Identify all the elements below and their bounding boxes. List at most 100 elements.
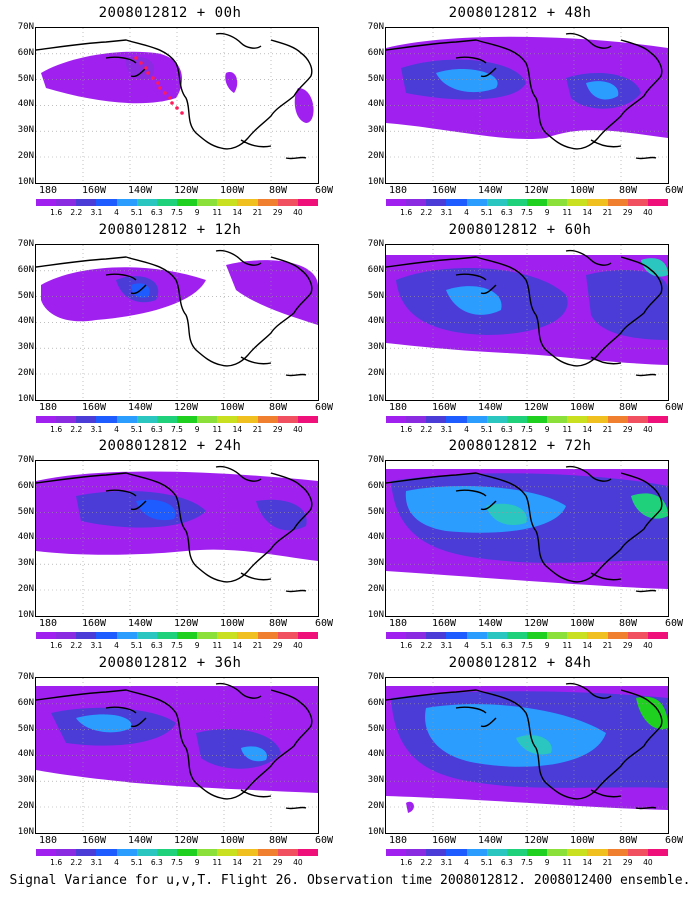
colorbar-label: 29 xyxy=(272,641,283,650)
latitude-label: 40N xyxy=(17,99,34,110)
colorbar-swatch xyxy=(176,199,198,206)
colorbar-label: 11 xyxy=(562,425,573,434)
colorbar-labels: 1.6 2.2 3.1 4 5.1 6.3 7.5 9 11 14 21 29 40 xyxy=(36,858,318,868)
longitude-label: 160W xyxy=(81,185,107,196)
colorbar-swatch xyxy=(237,632,258,639)
colorbar-label: 21 xyxy=(252,208,263,217)
colorbar-label: 11 xyxy=(212,858,223,867)
latitude-label: 30N xyxy=(367,558,384,569)
colorbar-label: 14 xyxy=(232,858,243,867)
latitude-label: 10N xyxy=(367,609,384,620)
coastline xyxy=(386,249,663,377)
colorbar-swatch xyxy=(56,199,77,206)
longitude-label: 60W xyxy=(664,185,684,196)
colorbar-label: 6.3 xyxy=(500,858,513,867)
variance-contour xyxy=(446,286,502,315)
variance-contour xyxy=(225,72,238,93)
colorbar-swatch xyxy=(96,849,117,856)
colorbar-swatch xyxy=(426,416,447,423)
panel-title: 2008012812 + 24h xyxy=(98,438,242,454)
longitude-label: 80W xyxy=(618,185,638,196)
colorbar-swatch xyxy=(647,849,668,856)
longitude-label: 100W xyxy=(219,185,245,196)
latitude-label: 30N xyxy=(367,775,384,786)
latitude-label: 60N xyxy=(17,264,34,275)
latitude-label: 10N xyxy=(367,393,384,404)
colorbar-swatch xyxy=(466,632,487,639)
colorbar-label: 1.6 xyxy=(50,858,63,867)
longitude-label: 160W xyxy=(81,402,107,413)
colorbar-swatch xyxy=(607,199,628,206)
map-area xyxy=(385,460,669,617)
latitude-label: 50N xyxy=(17,723,34,734)
colorbar-swatch xyxy=(567,632,588,639)
longitude-label: 80W xyxy=(268,835,288,846)
latitude-label: 70N xyxy=(367,239,384,249)
longitude-label: 180 xyxy=(38,835,58,846)
latitude-label: 10N xyxy=(367,176,384,187)
latitude-label: 10N xyxy=(17,393,34,404)
colorbar-swatch xyxy=(96,199,117,206)
colorbar-swatch xyxy=(136,632,157,639)
colorbar-swatch xyxy=(237,199,258,206)
variance-contour xyxy=(406,801,414,813)
colorbar-label: 7.5 xyxy=(521,208,533,217)
colorbar-label: 3.1 xyxy=(440,208,453,217)
longitude-label: 160W xyxy=(431,835,457,846)
colorbar-swatch xyxy=(506,416,527,423)
colorbar-swatch xyxy=(116,416,137,423)
latitude-label: 50N xyxy=(367,73,384,84)
longitude-label: 180 xyxy=(38,185,58,196)
latitude-label: 30N xyxy=(17,342,34,353)
colorbar-label: 6.3 xyxy=(500,208,513,217)
colorbar-swatch xyxy=(386,849,407,856)
map-panel: 2008012812 + 84h 70N 60N 50N 40N 30N 20N 10N 180… xyxy=(350,655,690,870)
coastline xyxy=(36,465,313,593)
colorbar-swatch xyxy=(156,632,177,639)
colorbar-swatch xyxy=(56,416,77,423)
map-area xyxy=(35,460,319,617)
flight-track-point xyxy=(144,66,148,70)
longitude-label: 180 xyxy=(38,618,58,629)
colorbar-label: 29 xyxy=(622,858,633,867)
colorbar-label: 7.5 xyxy=(171,425,183,434)
longitude-label: 160W xyxy=(431,402,457,413)
colorbar-swatch xyxy=(567,199,588,206)
panel-title: 2008012812 + 12h xyxy=(98,222,242,238)
colorbar xyxy=(36,416,318,423)
flight-track-point xyxy=(163,91,167,95)
variance-contour xyxy=(486,503,527,526)
colorbar-label: 11 xyxy=(212,425,223,434)
variance-field xyxy=(386,678,668,833)
colorbar-swatch xyxy=(156,416,177,423)
colorbar-swatch xyxy=(197,849,218,856)
colorbar-labels: 1.6 2.2 3.1 4 5.1 6.3 7.5 9 11 14 21 29 40 xyxy=(386,641,668,651)
colorbar-label: 21 xyxy=(602,208,613,217)
colorbar-swatch xyxy=(607,849,628,856)
colorbar-label: 29 xyxy=(622,425,633,434)
longitude-label: 120W xyxy=(173,835,199,846)
flight-track-point xyxy=(170,101,174,105)
colorbar-label: 14 xyxy=(582,208,593,217)
colorbar-swatch xyxy=(56,849,77,856)
longitude-label: 180 xyxy=(388,402,408,413)
map-area xyxy=(35,677,319,834)
variance-contour xyxy=(226,260,318,325)
latitude-label: 20N xyxy=(367,584,384,594)
colorbar-label: 40 xyxy=(293,858,303,867)
colorbar-label: 40 xyxy=(293,208,303,217)
colorbar-label: 21 xyxy=(252,425,263,434)
colorbar-label: 9 xyxy=(544,208,550,217)
latitude-label: 60N xyxy=(367,697,384,708)
coastline xyxy=(386,682,663,810)
colorbar-label: 6.3 xyxy=(150,208,163,217)
colorbar-label: 1.6 xyxy=(400,425,413,434)
latitude-label: 70N xyxy=(17,455,34,465)
colorbar-swatch xyxy=(277,849,298,856)
colorbar-swatch xyxy=(406,632,427,639)
colorbar-label: 11 xyxy=(212,641,223,650)
colorbar-swatch xyxy=(176,849,198,856)
colorbar-swatch xyxy=(587,849,608,856)
panel-title: 2008012812 + 48h xyxy=(448,5,592,21)
colorbar-swatch xyxy=(116,199,137,206)
